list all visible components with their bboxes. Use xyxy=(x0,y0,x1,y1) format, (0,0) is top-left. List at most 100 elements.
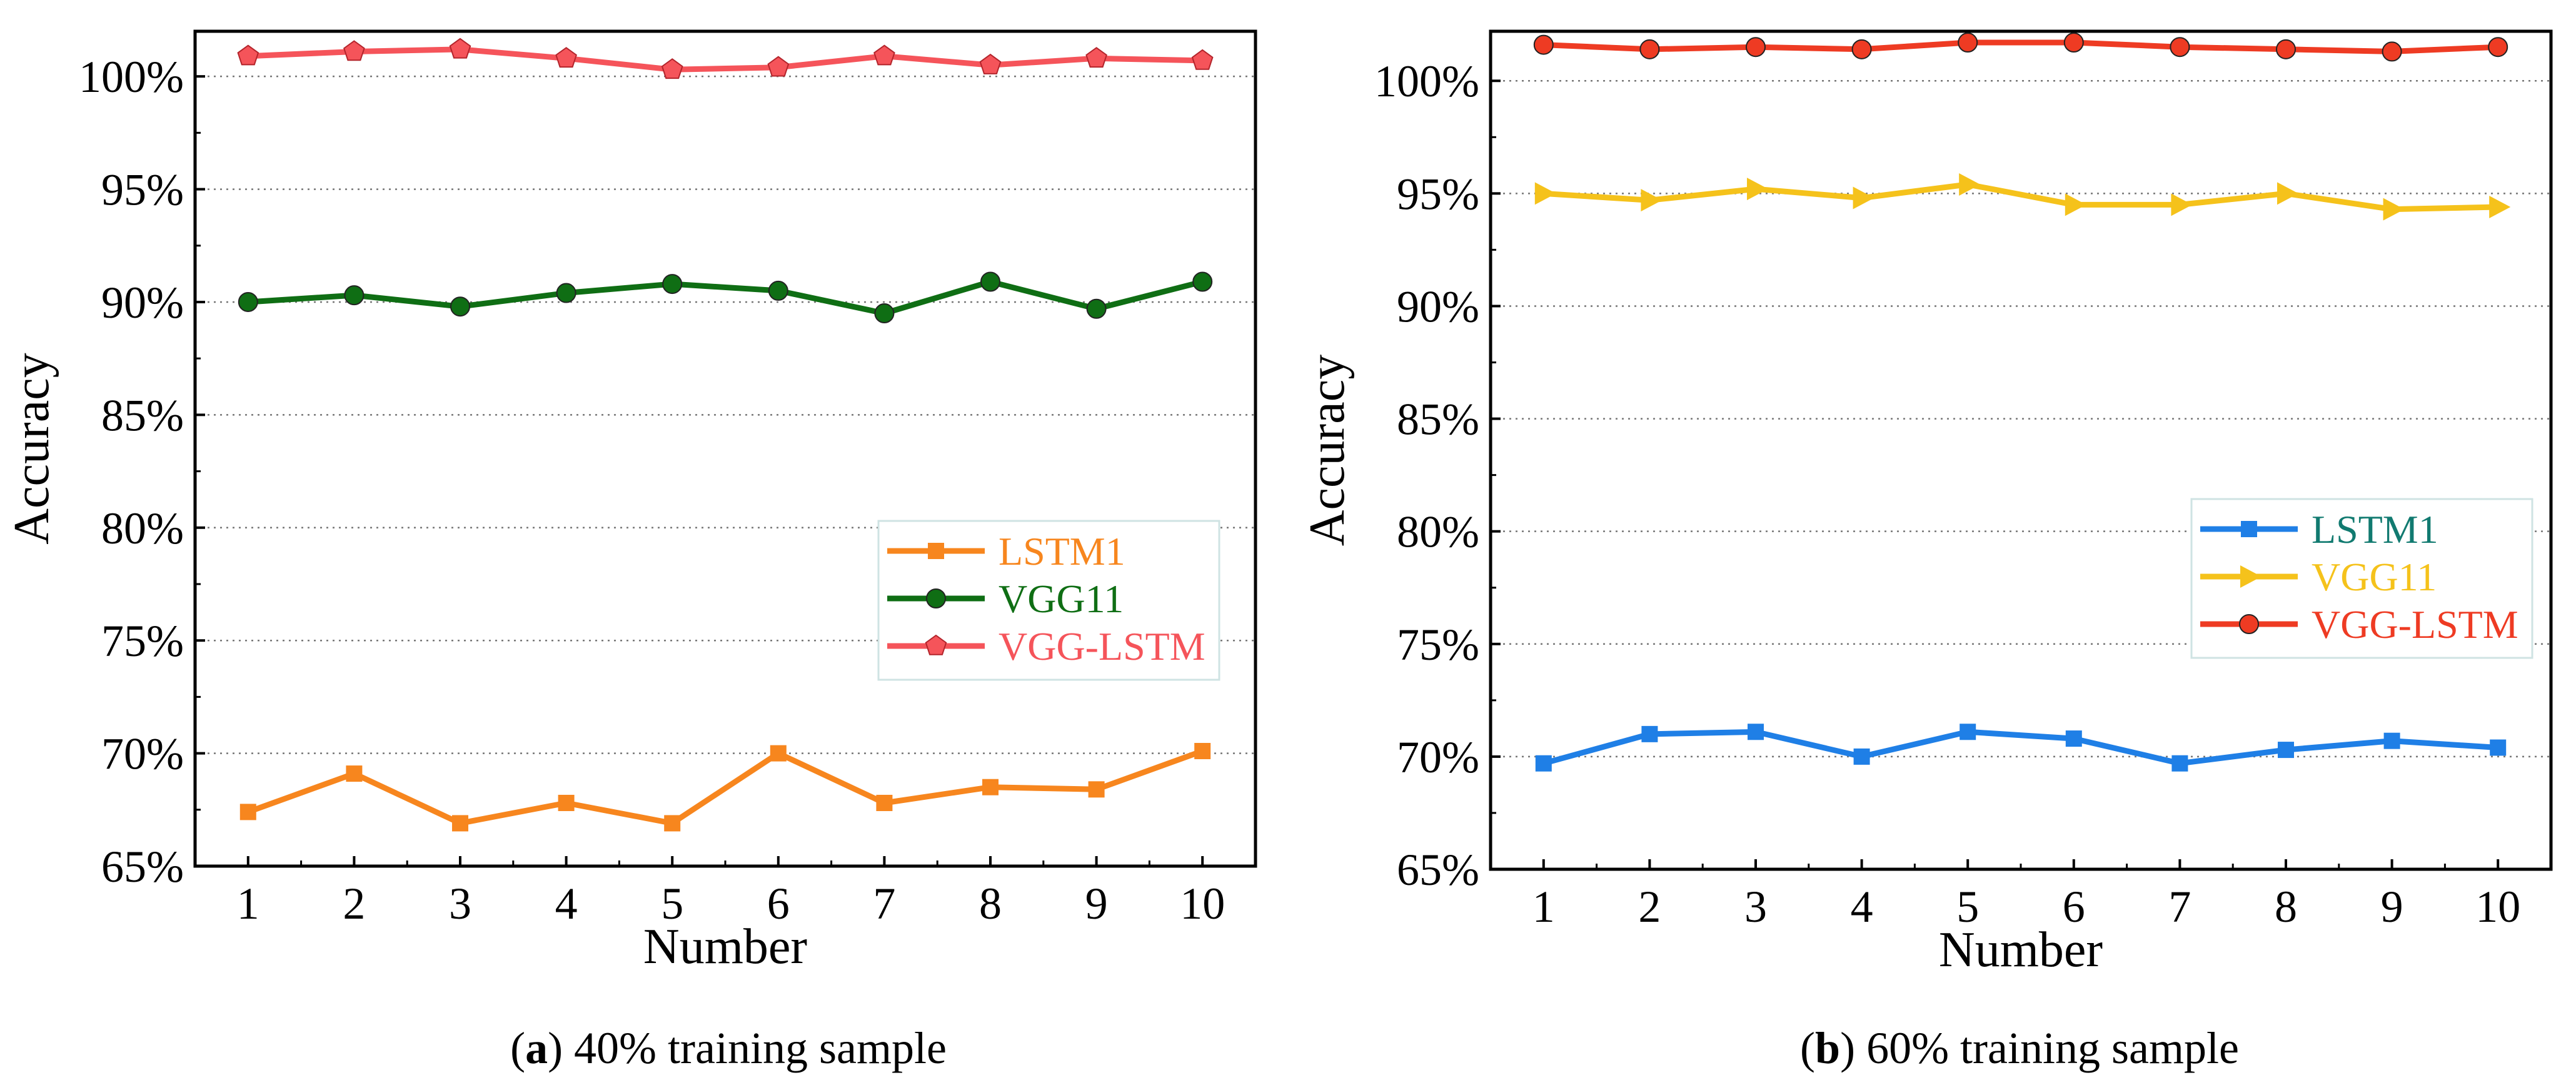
caption-paren-close: ) xyxy=(548,1023,563,1073)
data-point xyxy=(2382,41,2402,62)
legend-label: VGG-LSTM xyxy=(999,624,1205,669)
x-tick-label: 4 xyxy=(1851,882,1873,932)
data-point xyxy=(1958,33,1978,53)
series-lstm1 xyxy=(1535,724,2507,772)
caption-text: 40% training sample xyxy=(563,1023,947,1073)
series-vgg11 xyxy=(238,271,1213,324)
series-vgg-lstm xyxy=(237,38,1214,79)
x-tick-label: 10 xyxy=(1180,879,1225,929)
x-tick-label: 5 xyxy=(661,879,683,929)
y-tick-label: 90% xyxy=(1397,281,1479,331)
y-tick-label: 100% xyxy=(79,52,184,102)
x-tick-label: 7 xyxy=(2168,882,2191,932)
y-axis-label: Accuracy xyxy=(4,353,59,544)
data-point xyxy=(770,745,787,762)
data-point xyxy=(449,38,471,59)
legend-marker xyxy=(926,588,946,608)
x-tick-label: 1 xyxy=(1532,882,1555,932)
data-point xyxy=(344,285,365,306)
data-point xyxy=(1641,725,1658,742)
y-tick-label: 65% xyxy=(101,842,184,892)
data-point xyxy=(1639,39,1660,59)
data-point xyxy=(2063,33,2084,53)
data-point xyxy=(343,40,365,61)
data-point xyxy=(238,291,258,312)
caption-letter: a xyxy=(525,1023,548,1073)
figure-caption: (a) 40% training sample xyxy=(510,1023,947,1073)
y-tick-label: 80% xyxy=(1397,507,1479,557)
data-point xyxy=(661,58,683,79)
series-line xyxy=(247,748,1204,826)
series-lstm1 xyxy=(239,742,1211,832)
data-point xyxy=(1641,189,1663,212)
x-tick-label: 1 xyxy=(237,879,259,929)
data-point xyxy=(2489,195,2511,218)
series-line xyxy=(1542,729,2498,767)
x-tick-label: 8 xyxy=(979,879,1002,929)
series-line xyxy=(248,46,1203,73)
x-tick-label: 8 xyxy=(2275,882,2297,932)
x-tick-label: 4 xyxy=(555,879,578,929)
legend-marker xyxy=(2239,614,2259,634)
data-point xyxy=(1851,39,1872,59)
caption-letter: b xyxy=(1815,1023,1840,1073)
legend-label: VGG11 xyxy=(999,577,1124,621)
data-point xyxy=(2277,182,2298,205)
data-point xyxy=(346,765,363,782)
data-point xyxy=(239,804,256,820)
data-point xyxy=(2170,37,2190,58)
caption-paren-close: ) xyxy=(1840,1023,1855,1073)
x-tick-label: 10 xyxy=(2475,882,2520,932)
data-point xyxy=(1086,298,1107,319)
data-point xyxy=(1960,724,1976,740)
y-tick-label: 65% xyxy=(1397,845,1479,895)
data-point xyxy=(2065,730,2082,747)
data-point xyxy=(2171,755,2188,772)
legend-label: VGG-LSTM xyxy=(2312,602,2518,647)
data-point xyxy=(982,779,999,795)
data-point xyxy=(2065,193,2086,216)
data-point xyxy=(664,815,681,832)
data-point xyxy=(2276,39,2296,59)
y-tick-label: 90% xyxy=(101,278,184,328)
legend-marker xyxy=(2241,521,2257,537)
data-point xyxy=(1085,47,1107,68)
x-tick-label: 7 xyxy=(873,879,895,929)
x-tick-label: 9 xyxy=(1085,879,1108,929)
legend-label: VGG11 xyxy=(2312,555,2437,599)
x-axis-label: Number xyxy=(643,919,807,974)
data-point xyxy=(2383,198,2405,221)
figure-caption: (b) 60% training sample xyxy=(1800,1023,2239,1073)
x-tick-label: 6 xyxy=(767,879,790,929)
data-point xyxy=(1534,182,1556,205)
data-point xyxy=(1853,186,1874,209)
chart-panel-b: 65% 70% 75% 80% 85% 90% 95% 100% 1 2 3 4 5 6 7 8 9 10 Numb… xyxy=(1300,29,2553,1073)
y-tick-label: 70% xyxy=(101,729,184,779)
data-point xyxy=(452,815,468,832)
data-point xyxy=(980,271,1000,292)
y-tick-label: 75% xyxy=(101,616,184,666)
data-point xyxy=(1533,34,1554,55)
data-point xyxy=(873,44,895,66)
y-tick-label: 70% xyxy=(1397,732,1479,782)
series-vgg11 xyxy=(1534,173,2511,221)
data-point xyxy=(2383,732,2400,749)
y-axis-label: Accuracy xyxy=(1300,355,1355,546)
legend-marker xyxy=(925,634,947,655)
x-tick-label: 3 xyxy=(1744,882,1767,932)
data-point xyxy=(1535,755,1552,772)
caption-paren-open: ( xyxy=(510,1023,525,1073)
data-point xyxy=(768,280,788,301)
data-point xyxy=(558,794,575,811)
series-line xyxy=(1543,39,2498,54)
data-point xyxy=(1194,742,1211,759)
data-point xyxy=(2278,742,2294,759)
y-tick-label: 95% xyxy=(101,165,184,215)
y-tick-label: 75% xyxy=(1397,620,1479,670)
x-tick-label: 6 xyxy=(2063,882,2085,932)
data-point xyxy=(1191,49,1214,70)
x-tick-label: 2 xyxy=(343,879,365,929)
x-tick-label: 5 xyxy=(1956,882,1979,932)
